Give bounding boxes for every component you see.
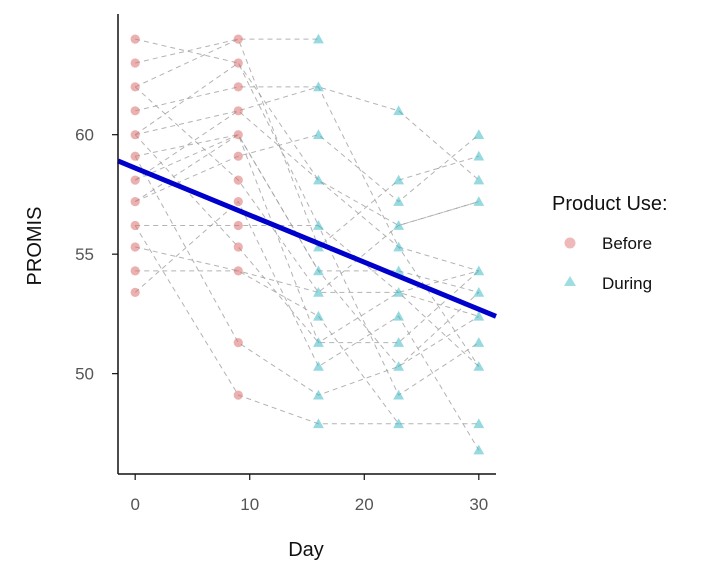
before-point (233, 266, 243, 276)
subject-connector-line (134, 200, 480, 451)
during-point (313, 287, 324, 297)
legend-during-label: During (602, 274, 652, 293)
before-point (233, 390, 243, 400)
during-point (313, 265, 324, 276)
subject-connector-line (134, 134, 480, 203)
y-tick-label: 50 (75, 365, 94, 384)
during-point (393, 337, 405, 347)
during-point (393, 287, 405, 297)
during-point (473, 310, 485, 321)
legend: Product Use: Before During (552, 193, 668, 293)
during-point (393, 241, 405, 252)
during-point (473, 444, 485, 455)
legend-before-label: Before (602, 234, 652, 253)
before-point (233, 130, 243, 140)
x-tick-label: 20 (355, 495, 374, 514)
before-point (130, 151, 140, 161)
during-point (393, 389, 405, 400)
during-point (393, 105, 405, 116)
subject-connector-line (134, 134, 479, 293)
before-point (233, 197, 243, 207)
before-point (233, 106, 243, 116)
during-point (473, 361, 485, 371)
during-point (313, 81, 324, 92)
before-point (233, 242, 243, 252)
before-point (130, 175, 140, 185)
during-point (393, 418, 405, 429)
before-point (130, 58, 140, 68)
during-point (313, 174, 324, 185)
before-point (130, 197, 140, 207)
subject-connector-line (135, 38, 319, 64)
y-axis-title: PROMIS (24, 207, 46, 286)
before-point (233, 151, 243, 161)
during-point (473, 150, 485, 161)
during-point (313, 418, 324, 429)
during-point (393, 361, 405, 371)
during-point (473, 287, 485, 297)
subject-connector-line (135, 86, 480, 181)
during-point (473, 196, 485, 206)
before-point (130, 266, 140, 276)
subject-connector-line (134, 225, 399, 425)
before-point (130, 287, 140, 297)
before-point (233, 58, 243, 68)
x-tick-label: 30 (469, 495, 488, 514)
x-tick-label: 10 (240, 495, 259, 514)
subject-connector-line (134, 134, 480, 344)
during-point (313, 220, 324, 230)
subject-connector-line (135, 38, 480, 367)
x-axis-title: Day (288, 539, 324, 561)
axis-ticks: 0 10 20 30 50 55 60 (75, 126, 488, 514)
y-tick-label: 60 (75, 126, 94, 145)
during-point (473, 129, 485, 140)
before-point (130, 242, 140, 252)
during-point (473, 337, 485, 347)
before-point (130, 220, 140, 231)
legend-during-marker (564, 276, 576, 286)
during-point (313, 310, 324, 321)
trend-line (117, 158, 497, 319)
before-point (130, 82, 140, 92)
subject-connector-line (135, 246, 479, 425)
during-point (313, 129, 324, 140)
before-point (233, 175, 243, 185)
during-point (313, 361, 324, 371)
subject-connector-line (134, 86, 479, 294)
during-point (393, 220, 405, 230)
data-points (130, 33, 485, 455)
before-point (130, 130, 140, 140)
subject-connector-line (134, 62, 480, 367)
during-point (313, 337, 324, 347)
during-point (313, 389, 324, 400)
before-point (130, 106, 140, 116)
during-point (313, 241, 324, 252)
subject-connector-line (135, 110, 479, 227)
subject-connector-line (134, 38, 479, 248)
before-point (233, 82, 243, 92)
during-point (313, 33, 324, 44)
during-point (393, 174, 405, 185)
legend-before-marker (564, 237, 576, 249)
legend-title: Product Use: (552, 193, 668, 215)
before-point (130, 34, 140, 44)
axes (117, 14, 496, 475)
before-point (233, 34, 243, 44)
during-point (393, 196, 405, 206)
during-point (393, 310, 405, 321)
before-point (233, 337, 243, 348)
during-point (473, 174, 485, 185)
trend-line-group (117, 158, 497, 319)
during-point (473, 265, 485, 276)
x-tick-label: 0 (130, 495, 139, 514)
during-point (473, 418, 485, 429)
y-tick-label: 55 (75, 245, 94, 264)
before-point (233, 220, 243, 231)
subject-connector-lines (134, 38, 480, 451)
